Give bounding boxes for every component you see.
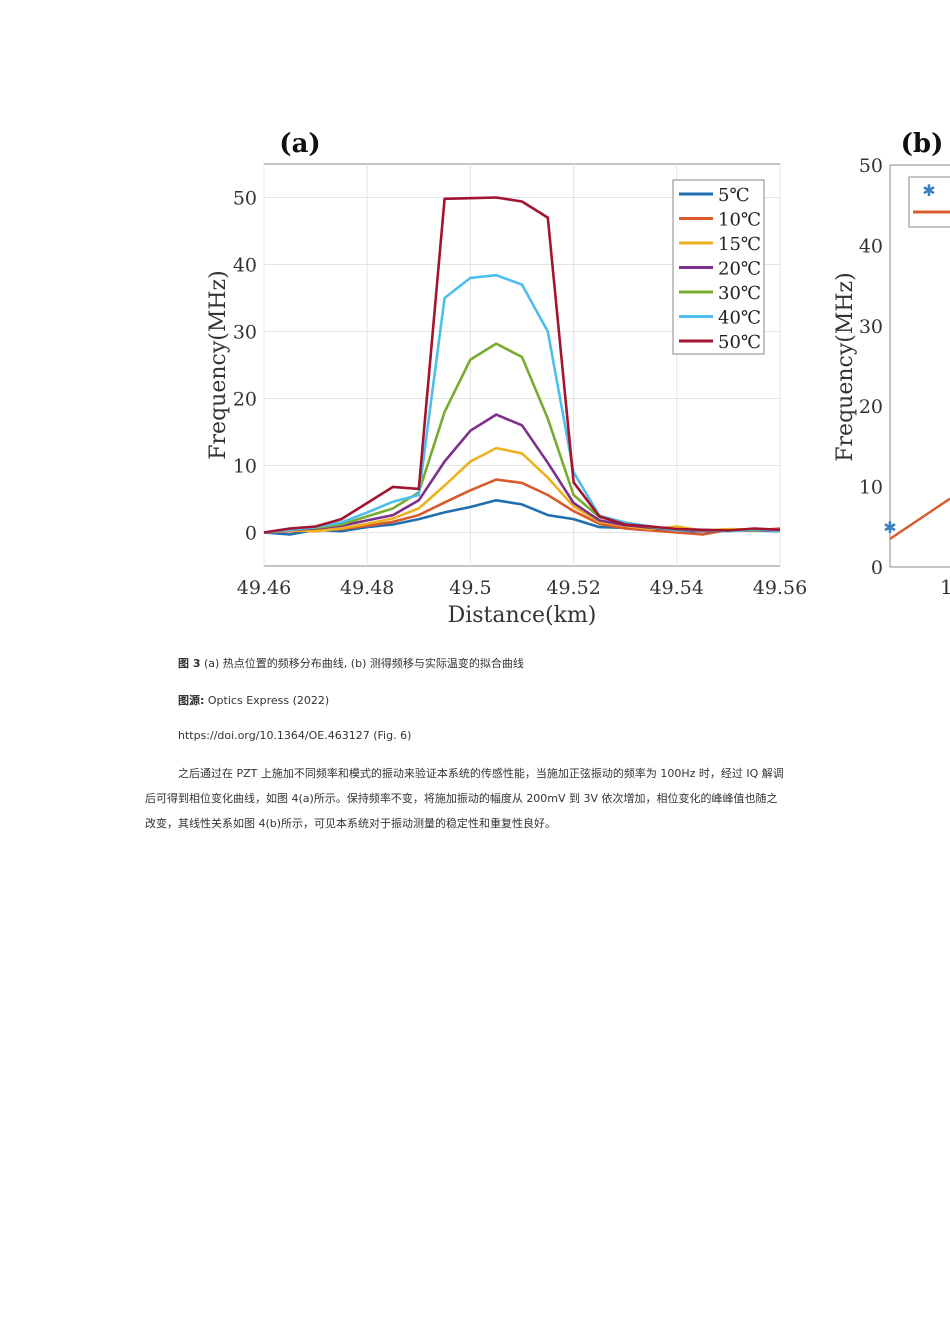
body-paragraph: 之后通过在 PZT 上施加不同频率和模式的振动来验证本系统的传感性能，当施加正弦… [145,761,810,836]
y-tick-label: 0 [245,523,257,545]
y-tick-label: 50 [233,188,257,210]
y-tick-label: 40 [233,255,257,277]
panel-a-chart: (a) 49.46 49.48 49.5 49.52 49.54 49.56 0 10 20 30… [206,129,807,628]
x-tick-label: 49.46 [237,577,291,599]
x-tick-label: 49.54 [650,577,704,599]
panel-a-ylabel: Frequency(MHz) [206,270,231,459]
y-tick-label: 30 [233,322,257,344]
x-tick-label: 49.52 [546,577,600,599]
y-tick-label: 20 [233,389,257,411]
paragraph-line-3: 改变，其线性关系如图 4(b)所示，可见本系统对于振动测量的稳定性和重复性良好。 [145,817,557,830]
panel-a-xlabel: Distance(km) [448,603,597,628]
panel-b-ticks: 0 10 20 30 40 50 [859,155,883,579]
y-tick-label: 20 [859,396,883,418]
figure-source: 图源: Optics Express (2022) [178,692,329,708]
data-point-marker: ✱ [883,518,896,537]
figure-svg: (a) 49.46 49.48 49.5 49.52 49.54 49.56 0 10 20 30… [206,129,950,628]
x-tick-label: 49.48 [340,577,394,599]
figure-doi[interactable]: https://doi.org/10.1364/OE.463127 (Fig. … [178,729,411,742]
panel-b-series: ✱ [883,497,950,540]
x-tick-label: 49.56 [753,577,807,599]
fit-line [889,497,950,540]
figure-caption-label: 图 3 [178,657,201,670]
figure-source-text: Optics Express (2022) [204,694,330,707]
legend-label: 10℃ [718,210,761,231]
x-tick-label: 49.5 [449,577,491,599]
panel-b-legend-box [908,176,950,228]
panel-a-title: (a) [279,129,320,159]
asterisk-marker-icon: ✱ [922,181,935,200]
panel-a-legend: 5℃ 10℃ 15℃ 20℃ 30℃ 40℃ 50℃ [672,179,765,355]
panel-a-ticks: 49.46 49.48 49.5 49.52 49.54 49.56 0 10 20 30 40 50 [233,188,807,600]
panel-b-xtick-label: 1( [940,575,950,599]
panel-b-title: (b) [901,129,944,159]
figure-caption: 图 3 (a) 热点位置的频移分布曲线, (b) 测得频移与实际温变的拟合曲线 [178,655,524,671]
panel-b-chart: (b) 0 10 20 30 40 50 ✱ ✱ Frequency(MHz) 1( [833,129,950,599]
y-tick-label: 10 [233,456,257,478]
y-tick-label: 40 [859,235,883,257]
figure: (a) 49.46 49.48 49.5 49.52 49.54 49.56 0 10 20 30… [0,0,950,640]
series-line [263,196,781,534]
paragraph-line-2: 后可得到相位变化曲线，如图 4(a)所示。保持频率不变，将施加振动的幅度从 20… [145,792,778,805]
y-tick-label: 30 [859,316,883,338]
legend-label: 20℃ [718,259,761,280]
y-tick-label: 50 [859,155,883,177]
panel-a-series [263,196,781,536]
legend-label: 15℃ [718,234,761,255]
y-tick-label: 10 [859,477,883,499]
doi-link[interactable]: https://doi.org/10.1364/OE.463127 (Fig. … [178,729,412,742]
panel-b-ylabel: Frequency(MHz) [833,272,858,461]
y-tick-label: 0 [871,557,883,579]
legend-label: 40℃ [718,308,761,329]
legend-label: 5℃ [718,185,750,206]
legend-label: 50℃ [718,332,761,353]
figure-source-label: 图源: [178,694,205,707]
legend-label: 30℃ [718,283,761,304]
figure-caption-text: (a) 热点位置的频移分布曲线, (b) 测得频移与实际温变的拟合曲线 [200,657,524,670]
paragraph-line-1: 之后通过在 PZT 上施加不同频率和模式的振动来验证本系统的传感性能，当施加正弦… [178,767,784,780]
